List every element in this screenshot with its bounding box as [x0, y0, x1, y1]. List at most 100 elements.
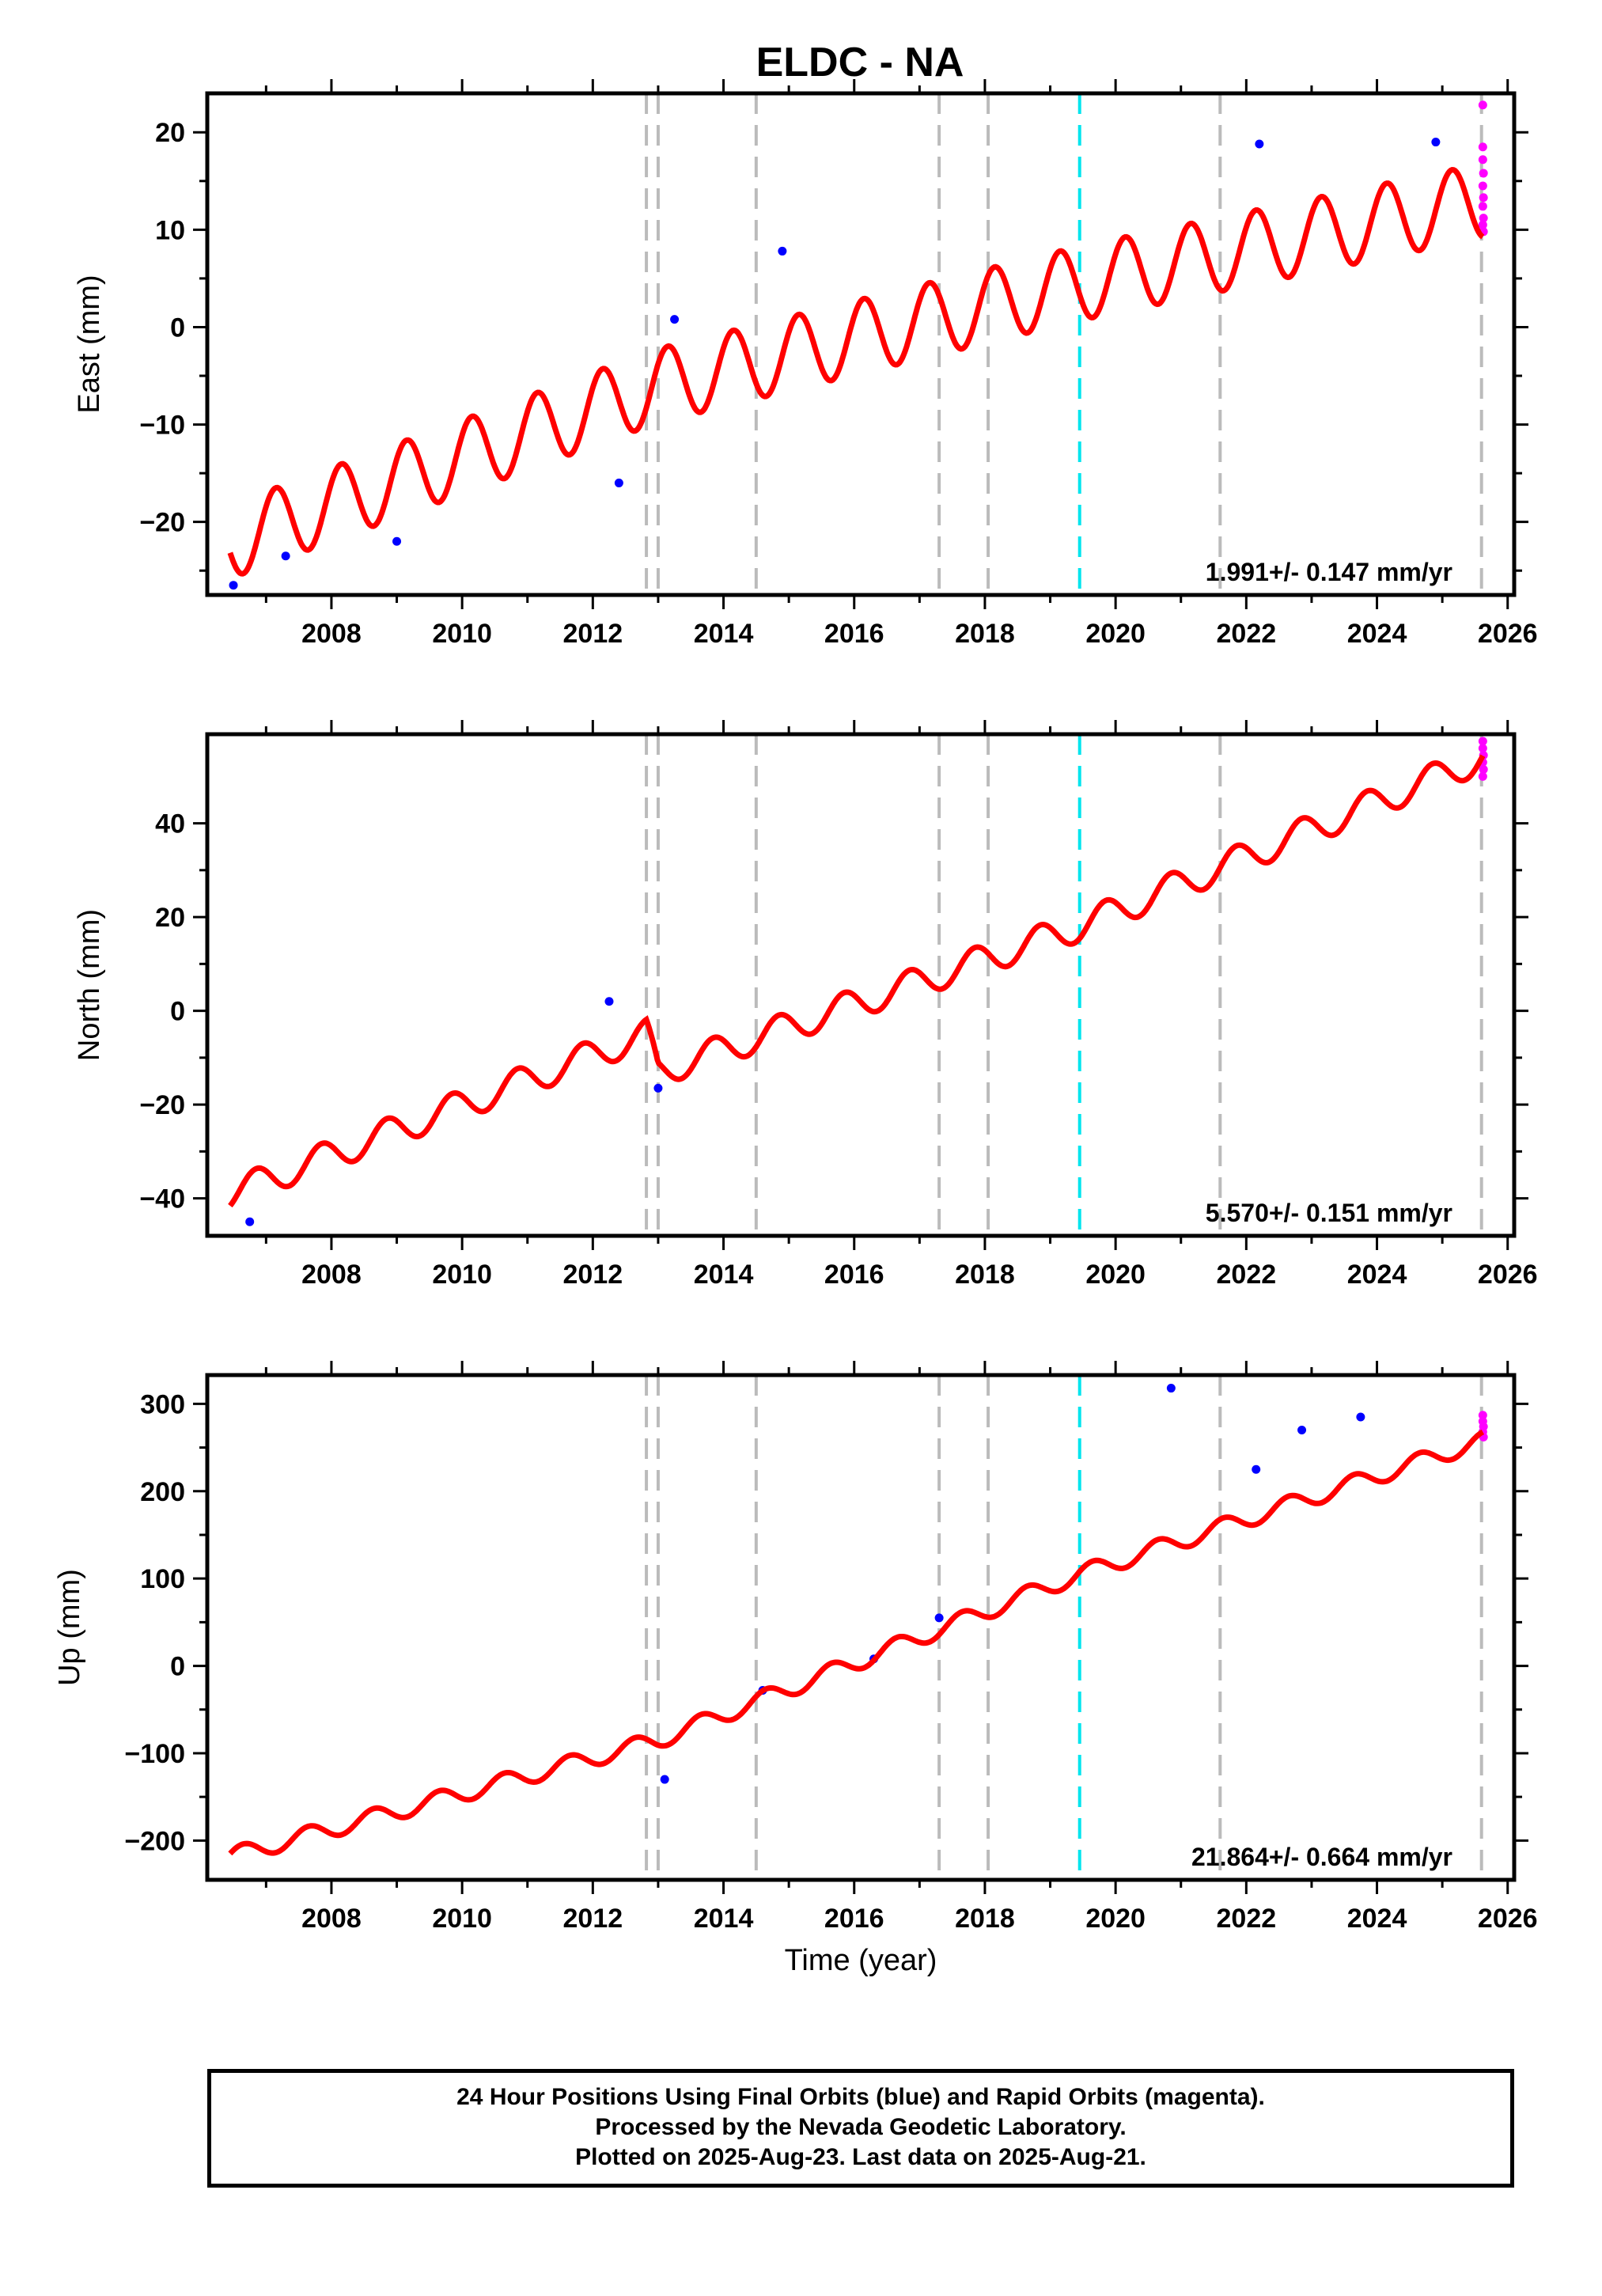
final-orbit-point [1067, 0, 1076, 5]
final-orbit-point [264, 0, 273, 5]
final-orbit-point [395, 0, 403, 5]
final-orbit-point [852, 0, 861, 5]
final-orbit-point [1360, 0, 1369, 5]
final-orbit-point [468, 0, 476, 5]
final-orbit-point [498, 0, 506, 5]
final-orbit-point [1401, 0, 1410, 5]
final-orbit-point [1120, 0, 1129, 5]
final-orbit-point [394, 0, 403, 5]
final-orbit-point [855, 0, 864, 5]
final-orbit-point [1104, 0, 1113, 5]
final-orbit-point [1368, 0, 1377, 5]
x-tick-label: 2024 [1347, 1260, 1407, 1290]
final-orbit-point [671, 0, 680, 5]
final-orbit-point [403, 0, 412, 5]
final-orbit-point [1164, 0, 1172, 5]
final-orbit-point [543, 0, 551, 5]
final-orbit-point [421, 0, 430, 5]
caption-line-2: Processed by the Nevada Geodetic Laborat… [211, 2114, 1510, 2141]
final-orbit-point [809, 0, 817, 5]
final-orbit-point [623, 0, 631, 5]
final-orbit-point [726, 0, 735, 5]
final-orbit-point [502, 0, 510, 5]
final-orbit-point [943, 0, 952, 5]
final-orbit-point [1061, 0, 1070, 5]
final-orbit-point [1422, 0, 1431, 5]
final-orbit-point [1448, 0, 1456, 5]
final-orbit-point [302, 0, 311, 5]
final-orbit-point [783, 0, 792, 5]
final-orbit-point [1231, 0, 1240, 5]
final-orbit-point [1449, 0, 1458, 5]
final-orbit-point [504, 0, 513, 5]
final-orbit-point [1157, 0, 1165, 5]
final-orbit-point [320, 0, 329, 5]
final-orbit-point [620, 0, 629, 5]
final-orbit-point [379, 0, 388, 5]
final-orbit-point [1027, 0, 1036, 5]
final-orbit-point [385, 0, 394, 5]
final-orbit-point [578, 0, 586, 5]
final-orbit-point [252, 0, 261, 5]
final-orbit-point [528, 0, 537, 5]
final-orbit-point [707, 0, 716, 5]
final-orbit-point [544, 0, 553, 5]
final-orbit-point [613, 0, 622, 5]
final-orbit-point [765, 0, 774, 5]
final-orbit-point [258, 0, 267, 5]
final-orbit-point [674, 0, 683, 5]
final-orbit-point [1419, 0, 1428, 5]
final-orbit-point [447, 0, 456, 5]
final-orbit-point [1325, 0, 1334, 5]
final-orbit-point [1256, 0, 1265, 5]
final-orbit-point [1059, 0, 1068, 5]
final-orbit-point [960, 0, 969, 5]
final-orbit-point [718, 0, 727, 5]
final-orbit-point [708, 0, 717, 5]
final-orbit-point [1031, 0, 1040, 5]
final-orbit-point [661, 0, 670, 5]
final-orbit-point [1323, 0, 1331, 5]
final-orbit-point [244, 0, 253, 5]
final-orbit-point [1004, 0, 1013, 5]
final-orbit-point [1032, 0, 1040, 5]
final-orbit-point [1104, 0, 1113, 5]
final-orbit-point [918, 0, 927, 5]
final-orbit-point [1112, 0, 1121, 5]
final-orbit-point [1076, 0, 1085, 5]
final-orbit-point [245, 0, 254, 5]
final-orbit-point [1031, 0, 1040, 5]
final-orbit-point [479, 0, 488, 5]
final-orbit-point [265, 0, 274, 5]
final-orbit-point [503, 0, 512, 5]
x-tick-label: 2016 [824, 1260, 884, 1290]
y-tick-label: −40 [139, 1184, 185, 1214]
final-orbit-point [459, 0, 468, 5]
final-orbit-point [1161, 0, 1169, 5]
final-orbit-point [1466, 0, 1475, 5]
final-orbit-point [1334, 0, 1343, 5]
final-orbit-point [1032, 0, 1040, 5]
final-orbit-point [1377, 0, 1385, 5]
final-orbit-point [714, 0, 722, 5]
final-orbit-point [1464, 0, 1473, 5]
final-orbit-point [1011, 0, 1020, 5]
final-orbit-point [561, 0, 570, 5]
final-orbit-point [1289, 0, 1297, 5]
final-orbit-point [1284, 0, 1293, 5]
final-orbit-point [539, 0, 547, 5]
final-orbit-point [246, 0, 255, 5]
final-orbit-point [621, 0, 630, 5]
final-orbit-point [1327, 0, 1336, 5]
final-orbit-point [1115, 0, 1124, 5]
final-orbit-point [600, 0, 609, 5]
final-orbit-point [863, 0, 872, 5]
final-orbit-point [370, 0, 379, 5]
final-orbit-point [578, 0, 587, 5]
final-orbit-point [397, 0, 406, 5]
final-orbit-point [387, 0, 396, 5]
final-orbit-point [350, 0, 358, 5]
final-orbit-point [278, 0, 286, 5]
final-orbit-point [861, 0, 869, 5]
final-orbit-point [321, 0, 330, 5]
